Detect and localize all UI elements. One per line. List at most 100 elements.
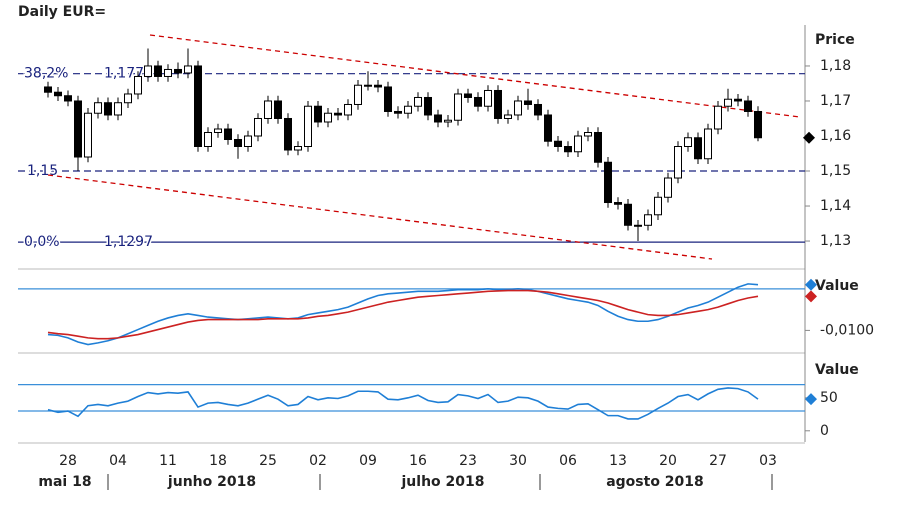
y-tick-label: 1,13 bbox=[820, 233, 851, 249]
candle-body bbox=[224, 128, 232, 140]
candle-body bbox=[104, 102, 112, 116]
candle-body bbox=[404, 105, 412, 114]
series-line bbox=[47, 289, 759, 340]
candle-body bbox=[344, 103, 352, 116]
candle-body bbox=[684, 137, 692, 148]
candle-body bbox=[514, 100, 522, 116]
candle-body bbox=[294, 146, 302, 151]
y-tick-label: 50 bbox=[820, 390, 838, 406]
candle-body bbox=[644, 214, 652, 226]
candle-body bbox=[264, 100, 272, 119]
last-value-marker bbox=[805, 290, 817, 303]
candle-body bbox=[484, 89, 492, 107]
candle-body bbox=[624, 203, 632, 226]
candle-body bbox=[454, 93, 462, 121]
candle-body bbox=[284, 117, 292, 151]
candle-body bbox=[714, 105, 722, 130]
candle-body bbox=[534, 103, 542, 116]
month-label: mai 18 bbox=[38, 474, 91, 490]
candle-body bbox=[94, 102, 102, 114]
candle-body bbox=[694, 137, 702, 160]
candle-body bbox=[724, 98, 732, 107]
candle-body bbox=[634, 224, 642, 227]
candle-body bbox=[424, 96, 432, 116]
level-label: 0,0% bbox=[24, 234, 60, 250]
x-tick-label: 06 bbox=[559, 453, 577, 469]
candle-body bbox=[734, 98, 742, 102]
trend-line bbox=[149, 34, 801, 118]
candle-body bbox=[444, 119, 452, 123]
candle-body bbox=[184, 65, 192, 74]
x-tick-label: 28 bbox=[59, 453, 77, 469]
candle-body bbox=[364, 84, 372, 87]
x-tick-label: 18 bbox=[209, 453, 227, 469]
x-tick-label: 16 bbox=[409, 453, 427, 469]
x-tick-label: 04 bbox=[109, 453, 127, 469]
candle-body bbox=[244, 135, 252, 148]
last-value-marker bbox=[805, 278, 817, 291]
candle-body bbox=[274, 100, 282, 119]
candle-body bbox=[214, 128, 222, 133]
candle-body bbox=[414, 96, 422, 107]
y-tick-label: -0,0100 bbox=[820, 322, 874, 338]
month-label: junho 2018 bbox=[167, 474, 256, 490]
x-tick-label: 20 bbox=[659, 453, 677, 469]
y-tick-label: 0 bbox=[820, 423, 829, 439]
x-tick-label: 25 bbox=[259, 453, 277, 469]
candle-body bbox=[394, 110, 402, 114]
x-tick-label: 30 bbox=[509, 453, 527, 469]
y-tick-label: 1,15 bbox=[820, 163, 851, 179]
candle-body bbox=[144, 65, 152, 77]
candle-body bbox=[204, 131, 212, 147]
level-value-label: 1,1297 bbox=[104, 234, 153, 250]
y-tick-label: 1,14 bbox=[820, 198, 851, 214]
candle-body bbox=[254, 117, 262, 137]
last-value-marker bbox=[805, 393, 817, 406]
candle-body bbox=[674, 146, 682, 179]
candle-body bbox=[464, 93, 472, 98]
series-line bbox=[47, 387, 759, 420]
candle-body bbox=[594, 131, 602, 163]
candle-body bbox=[704, 128, 712, 160]
month-label: julho 2018 bbox=[401, 474, 485, 490]
y-axis-title: Price bbox=[815, 32, 855, 48]
candle-body bbox=[744, 100, 752, 112]
candle-body bbox=[304, 105, 312, 147]
candle-body bbox=[154, 65, 162, 77]
level-value-label: 1,15 bbox=[27, 163, 58, 179]
y-axis-title: Value bbox=[815, 362, 859, 378]
candle-body bbox=[174, 68, 182, 74]
candle-body bbox=[44, 86, 52, 93]
level-label: 38,2% bbox=[24, 66, 68, 82]
month-label: agosto 2018 bbox=[606, 474, 704, 490]
x-tick-label: 27 bbox=[709, 453, 727, 469]
candle-body bbox=[614, 202, 622, 205]
y-tick-label: 1,18 bbox=[820, 58, 851, 74]
trend-line bbox=[47, 174, 713, 260]
candle-body bbox=[384, 86, 392, 112]
x-tick-label: 03 bbox=[759, 453, 777, 469]
candle-body bbox=[544, 114, 552, 142]
candle-body bbox=[494, 89, 502, 119]
candle-body bbox=[554, 140, 562, 147]
x-tick-label: 02 bbox=[309, 453, 327, 469]
x-tick-label: 23 bbox=[459, 453, 477, 469]
candle-body bbox=[354, 84, 362, 105]
y-axis-title: Value bbox=[815, 278, 859, 294]
candle-body bbox=[754, 110, 762, 139]
candle-body bbox=[54, 91, 62, 97]
candle-body bbox=[574, 135, 582, 153]
candle-body bbox=[164, 68, 172, 77]
candle-body bbox=[564, 146, 572, 153]
candle-body bbox=[64, 95, 72, 102]
last-price-marker bbox=[803, 131, 815, 144]
x-tick-label: 11 bbox=[159, 453, 177, 469]
candle-body bbox=[314, 105, 322, 123]
candle-body bbox=[194, 65, 202, 147]
chart-title: Daily EUR= bbox=[18, 4, 106, 20]
candle-body bbox=[524, 100, 532, 105]
candle-body bbox=[664, 177, 672, 198]
candle-body bbox=[114, 102, 122, 116]
series-line bbox=[47, 283, 759, 346]
candle-body bbox=[474, 96, 482, 107]
